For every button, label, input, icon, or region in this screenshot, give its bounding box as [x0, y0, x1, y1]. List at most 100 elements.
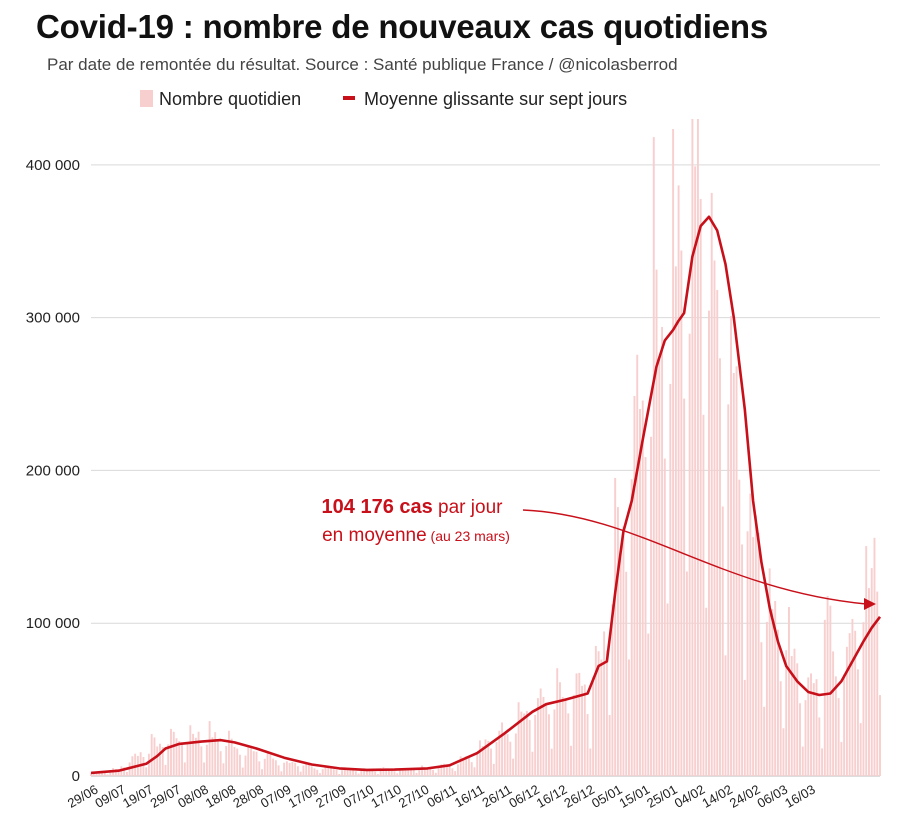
daily-bar [636, 354, 639, 776]
daily-bar [650, 436, 652, 776]
average-line [90, 215, 882, 775]
daily-bar [575, 673, 578, 776]
daily-bar [625, 571, 628, 776]
daily-bar [517, 702, 520, 776]
daily-bar [589, 748, 592, 776]
y-tick-label: 200 000 [26, 462, 80, 479]
legend-label-average: Moyenne glissante sur sept jours [364, 89, 627, 109]
daily-bar [443, 763, 446, 776]
daily-bar [561, 697, 564, 776]
daily-bar [440, 764, 443, 776]
daily-bar [247, 745, 250, 776]
daily-bar [876, 591, 879, 776]
daily-bar [341, 770, 344, 776]
daily-bar [487, 740, 490, 776]
daily-bar [639, 409, 641, 776]
daily-bar [178, 741, 181, 776]
daily-bar [837, 698, 840, 776]
daily-bar [669, 383, 672, 776]
daily-bar [343, 767, 346, 776]
daily-bar [492, 763, 495, 776]
daily-bar [614, 477, 617, 776]
daily-bar [586, 714, 589, 776]
daily-bar [407, 769, 410, 776]
daily-bar [661, 326, 664, 776]
daily-bar [501, 722, 504, 776]
x-axis-ticks: 29/0609/0719/0729/0708/0818/0828/0807/09… [65, 782, 818, 811]
daily-bar [696, 119, 699, 776]
daily-bar [346, 768, 349, 776]
daily-bar [150, 734, 153, 776]
daily-bar [757, 532, 760, 776]
daily-bar [167, 744, 170, 776]
daily-bar [368, 768, 371, 776]
daily-bar [765, 621, 768, 776]
daily-bar [815, 679, 818, 776]
daily-bar [421, 765, 424, 776]
daily-bar [633, 396, 636, 776]
legend: Nombre quotidien Moyenne glissante sur s… [140, 89, 627, 109]
daily-bar [321, 769, 324, 776]
daily-bar [630, 479, 633, 776]
annotation-arrowhead [864, 598, 876, 610]
legend-label-daily: Nombre quotidien [159, 89, 301, 109]
daily-bar [418, 769, 421, 776]
annotation-average-label: en moyenne [322, 525, 427, 546]
legend-swatch-daily [140, 90, 153, 107]
daily-bar [454, 771, 457, 776]
daily-bar [812, 683, 815, 776]
daily-bar [608, 714, 611, 776]
daily-bar [142, 756, 145, 776]
daily-bar [821, 748, 824, 776]
daily-bar [481, 745, 484, 776]
daily-bar [456, 764, 459, 776]
daily-bar [829, 605, 832, 776]
daily-bar [556, 668, 559, 776]
daily-bar [123, 767, 126, 776]
daily-bar [161, 747, 164, 776]
daily-bar [175, 738, 178, 776]
daily-bar [205, 744, 208, 776]
daily-bar [274, 760, 277, 776]
daily-bar [159, 743, 161, 776]
daily-bar [214, 732, 217, 776]
daily-bar [172, 731, 175, 776]
y-axis-ticks: 0 100 000 200 000 300 000 400 000 [26, 157, 80, 785]
daily-bar [299, 771, 302, 776]
daily-bar [782, 728, 785, 776]
daily-bar [735, 366, 738, 776]
daily-bar [862, 622, 865, 776]
daily-bar [495, 742, 498, 776]
daily-bar [564, 698, 567, 776]
daily-bar [307, 764, 310, 776]
daily-bar [335, 769, 338, 776]
daily-bar [854, 630, 857, 776]
daily-bar [484, 739, 487, 776]
daily-bar [741, 544, 744, 776]
daily-bar [688, 333, 691, 776]
annotation-value: 104 176 cas [322, 496, 433, 518]
daily-bar [790, 656, 793, 776]
daily-bar [448, 766, 451, 776]
y-tick-label: 300 000 [26, 310, 80, 327]
annotation-per-day: par jour [433, 497, 503, 518]
daily-bar [134, 753, 137, 776]
annotation: 104 176 cas par jour en moyenne (au 23 m… [322, 496, 876, 610]
daily-bar [713, 260, 716, 777]
daily-bar [873, 537, 876, 776]
daily-bar [294, 762, 297, 776]
daily-bar [553, 709, 556, 776]
daily-bar [644, 457, 647, 776]
daily-bar [285, 761, 288, 776]
daily-bar [503, 733, 506, 776]
daily-bar [230, 738, 233, 776]
daily-bar [379, 770, 382, 776]
daily-bar [616, 507, 619, 776]
daily-bar [749, 493, 752, 776]
daily-bar [655, 269, 658, 776]
daily-bar [520, 711, 523, 776]
daily-bar [109, 770, 112, 776]
daily-bar [550, 748, 553, 776]
daily-bar [365, 770, 368, 776]
